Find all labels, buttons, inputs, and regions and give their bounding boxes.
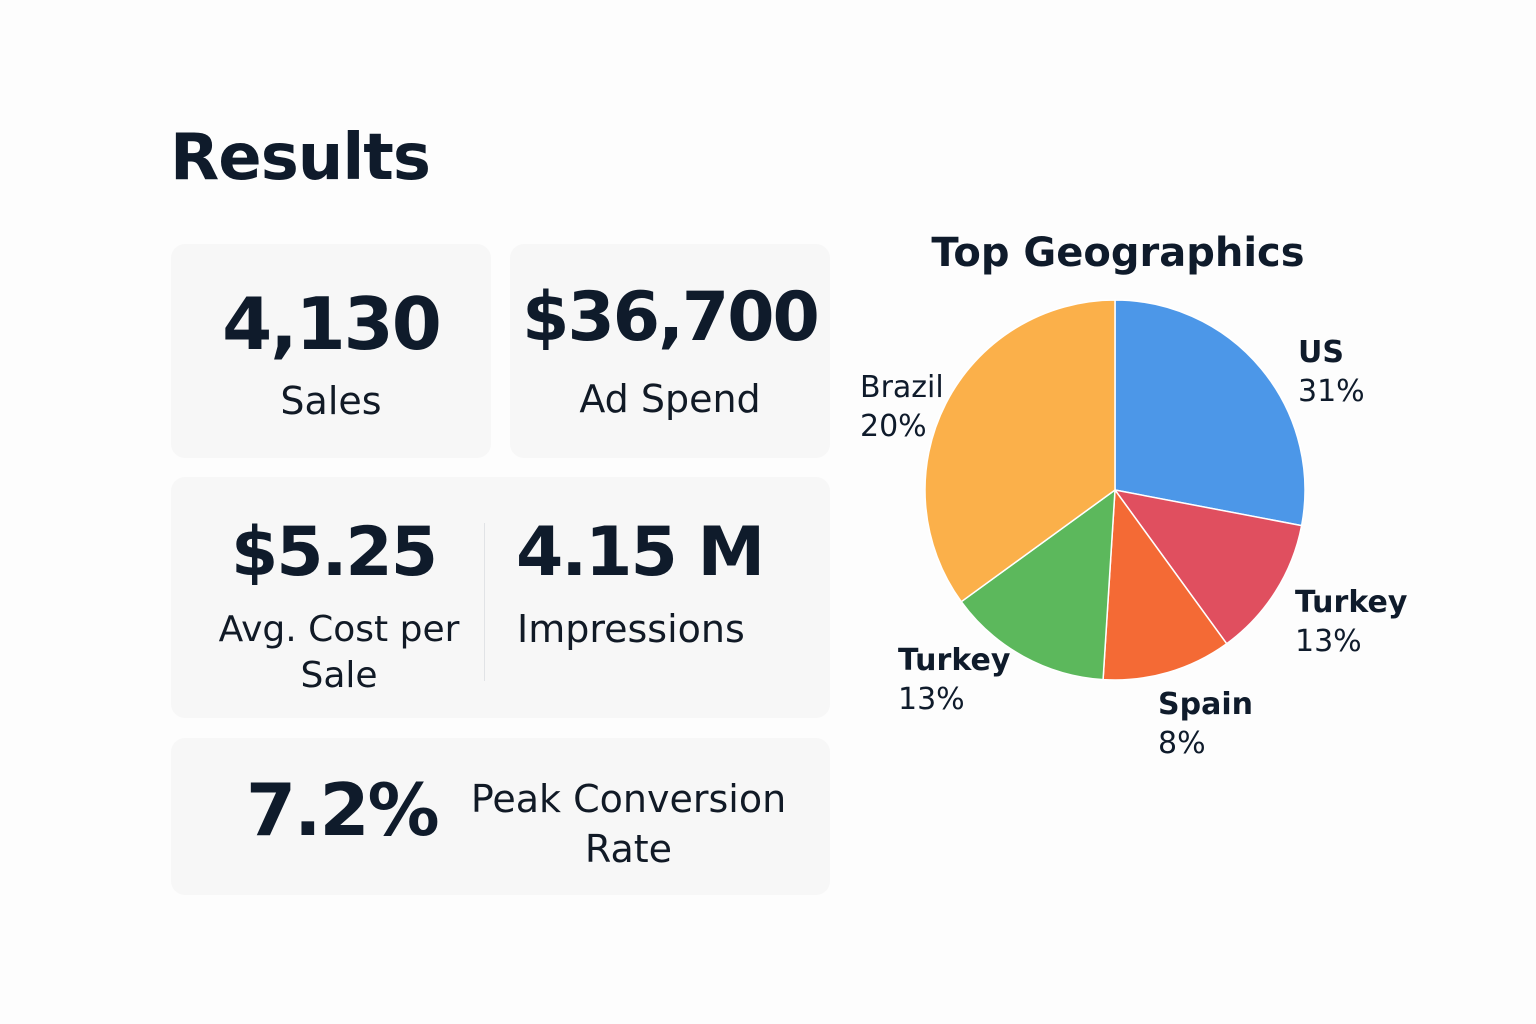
slice-label-percent-4: 20% xyxy=(860,409,927,444)
card-divider xyxy=(484,523,485,681)
slice-label-percent-1: 13% xyxy=(1295,624,1362,659)
ad-spend-card: $36,700 Ad Spend xyxy=(510,244,830,458)
impressions-label: Impressions xyxy=(517,607,745,651)
pie-slice-turkey-1 xyxy=(1113,488,1303,645)
slice-label-name-2: Spain xyxy=(1158,687,1253,722)
conversion-label: Peak Conversion Rate xyxy=(470,777,787,871)
conversion-card: 7.2% Peak Conversion Rate xyxy=(171,738,830,895)
cost-impressions-card: $5.25 Avg. Cost per Sale 4.15 M Impressi… xyxy=(171,477,830,718)
geographics-pie-chart: Top Geographics US 31% Turkey 13% Spain 8% Tur… xyxy=(860,230,1408,761)
slice-label-percent-3: 13% xyxy=(898,682,965,717)
slice-label-percent-0: 31% xyxy=(1298,374,1365,409)
pie-slice-us-0 xyxy=(1114,299,1306,527)
pie-slice-brazil-4 xyxy=(924,299,1116,603)
ad-spend-label: Ad Spend xyxy=(579,377,761,421)
sales-value: 4,130 xyxy=(222,282,442,366)
pie-slice-turkey-3 xyxy=(960,488,1116,681)
chart-title: Top Geographics xyxy=(931,230,1304,276)
pie-slice-spain-2 xyxy=(1102,487,1228,681)
pie-slices xyxy=(924,299,1306,681)
slice-label-percent-2: 8% xyxy=(1158,726,1206,761)
slice-label-name-3: Turkey xyxy=(898,643,1011,678)
avg-cost-label: Avg. Cost per Sale xyxy=(218,609,460,696)
ad-spend-value: $36,700 xyxy=(522,278,820,357)
impressions-value: 4.15 M xyxy=(516,513,765,592)
conversion-value: 7.2% xyxy=(246,768,440,852)
slice-label-name-4: Brazil xyxy=(860,370,944,405)
pie-labels: US 31% Turkey 13% Spain 8% Turkey 13% Brazil 20% xyxy=(860,335,1408,761)
sales-card: 4,130 Sales xyxy=(171,244,491,458)
avg-cost-value: $5.25 xyxy=(230,513,438,592)
page-title: Results xyxy=(170,121,431,195)
sales-label: Sales xyxy=(280,379,382,423)
slice-label-name-1: Turkey xyxy=(1295,585,1408,620)
slice-label-name-0: US xyxy=(1298,335,1344,370)
